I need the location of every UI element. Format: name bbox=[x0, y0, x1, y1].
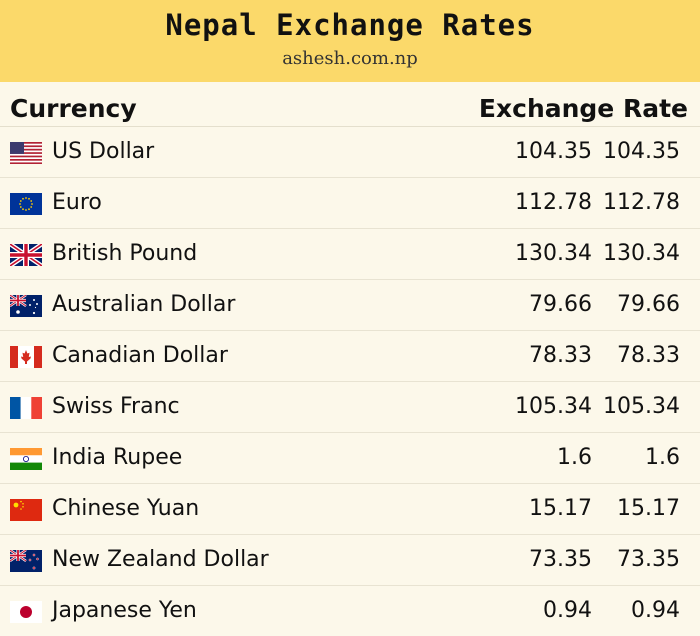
buy-rate: 112.78 bbox=[515, 190, 592, 215]
sell-rate: 0.94 bbox=[631, 598, 680, 623]
in-flag-icon bbox=[10, 448, 42, 470]
table-row: British Pound 130.34 130.34 bbox=[0, 229, 700, 280]
sell-rate: 105.34 bbox=[603, 394, 680, 419]
buy-rate: 130.34 bbox=[515, 241, 592, 266]
currency-name: Chinese Yuan bbox=[52, 496, 200, 521]
table-row: New Zealand Dollar 73.35 73.35 bbox=[0, 535, 700, 586]
table-row: India Rupee 1.6 1.6 bbox=[0, 433, 700, 484]
table-row: Japanese Yen 0.94 0.94 bbox=[0, 586, 700, 636]
currency-name: US Dollar bbox=[52, 139, 155, 164]
eu-flag-icon bbox=[10, 193, 42, 215]
rates-table: US Dollar 104.35 104.35 Euro 112.78 112.… bbox=[0, 127, 700, 636]
sell-rate: 73.35 bbox=[617, 547, 680, 572]
sell-rate: 78.33 bbox=[617, 343, 680, 368]
buy-rate: 1.6 bbox=[557, 445, 592, 470]
currency-name: New Zealand Dollar bbox=[52, 547, 269, 572]
sell-rate: 15.17 bbox=[617, 496, 680, 521]
currency-name: British Pound bbox=[52, 241, 198, 266]
buy-rate: 105.34 bbox=[515, 394, 592, 419]
sell-rate: 130.34 bbox=[603, 241, 680, 266]
jp-flag-icon bbox=[10, 601, 42, 623]
us-flag-icon bbox=[10, 142, 42, 164]
table-row: Swiss Franc 105.34 105.34 bbox=[0, 382, 700, 433]
fr-flag-icon bbox=[10, 397, 42, 419]
header: Nepal Exchange Rates ashesh.com.np bbox=[0, 0, 700, 82]
buy-rate: 79.66 bbox=[529, 292, 592, 317]
table-row: Canadian Dollar 78.33 78.33 bbox=[0, 331, 700, 382]
buy-rate: 0.94 bbox=[543, 598, 592, 623]
sell-rate: 104.35 bbox=[603, 139, 680, 164]
table-row: Chinese Yuan 15.17 15.17 bbox=[0, 484, 700, 535]
currency-name: Canadian Dollar bbox=[52, 343, 228, 368]
column-header-exchange-rate: Exchange Rate bbox=[478, 94, 688, 123]
site-url[interactable]: ashesh.com.np bbox=[282, 48, 418, 69]
table-row: US Dollar 104.35 104.35 bbox=[0, 127, 700, 178]
nz-flag-icon bbox=[10, 550, 42, 572]
sell-rate: 1.6 bbox=[645, 445, 680, 470]
table-header: Currency Exchange Rate bbox=[0, 82, 700, 127]
cn-flag-icon bbox=[10, 499, 42, 521]
currency-name: Japanese Yen bbox=[52, 598, 197, 623]
buy-rate: 104.35 bbox=[515, 139, 592, 164]
uk-flag-icon bbox=[10, 244, 42, 266]
table-row: Euro 112.78 112.78 bbox=[0, 178, 700, 229]
currency-name: Australian Dollar bbox=[52, 292, 236, 317]
currency-name: Swiss Franc bbox=[52, 394, 180, 419]
currency-name: Euro bbox=[52, 190, 102, 215]
column-header-currency: Currency bbox=[10, 94, 137, 123]
page-title: Nepal Exchange Rates bbox=[165, 8, 535, 42]
buy-rate: 73.35 bbox=[529, 547, 592, 572]
buy-rate: 78.33 bbox=[529, 343, 592, 368]
ca-flag-icon bbox=[10, 346, 42, 368]
sell-rate: 112.78 bbox=[603, 190, 680, 215]
currency-name: India Rupee bbox=[52, 445, 183, 470]
au-flag-icon bbox=[10, 295, 42, 317]
sell-rate: 79.66 bbox=[617, 292, 680, 317]
buy-rate: 15.17 bbox=[529, 496, 592, 521]
table-row: Australian Dollar 79.66 79.66 bbox=[0, 280, 700, 331]
